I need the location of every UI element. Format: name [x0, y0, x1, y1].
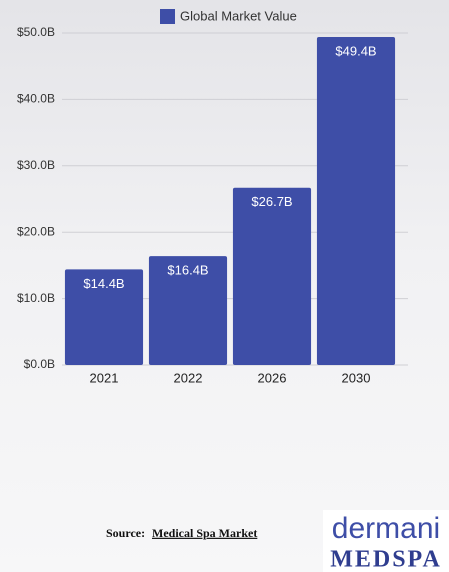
logo-line1: dermani [332, 512, 440, 545]
y-tick-label: $10.0B [17, 291, 55, 305]
value-label: $14.4B [83, 276, 124, 291]
source-label: Source: [106, 526, 145, 540]
bar [148, 256, 228, 365]
logo-box [323, 510, 449, 572]
legend-swatch [160, 9, 175, 24]
legend-label: Global Market Value [180, 8, 297, 23]
y-tick-label: $40.0B [17, 92, 55, 106]
y-tick-label: $50.0B [17, 25, 55, 39]
bar [316, 36, 396, 365]
y-tick-label: $30.0B [17, 158, 55, 172]
value-label: $49.4B [335, 43, 376, 58]
bar [64, 269, 144, 365]
value-label: $16.4B [167, 263, 208, 278]
source-text: Medical Spa Market [152, 526, 257, 540]
y-tick-label: $0.0B [24, 357, 55, 371]
x-tick-label: 2021 [90, 370, 119, 385]
logo-line2: MEDSPA [330, 547, 442, 572]
x-tick-label: 2030 [342, 370, 371, 385]
value-label: $26.7B [251, 194, 292, 209]
x-tick-label: 2026 [258, 370, 287, 385]
y-tick-label: $20.0B [17, 224, 55, 238]
x-tick-label: 2022 [174, 370, 203, 385]
bar [232, 187, 312, 365]
